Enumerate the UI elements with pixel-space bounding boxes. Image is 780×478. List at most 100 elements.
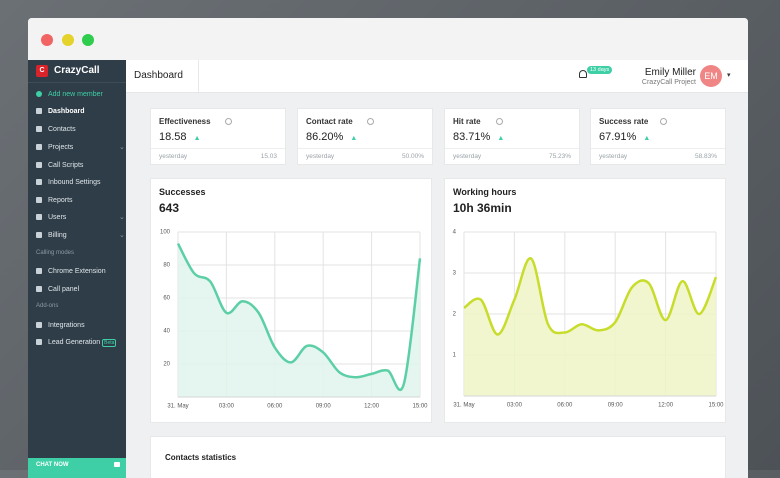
maximize-button[interactable] (82, 34, 94, 46)
kpi-value: 67.91% ▲ (599, 131, 650, 143)
chat-label: CHAT NOW (36, 462, 69, 468)
divider (28, 82, 126, 83)
menu-item[interactable]: Contacts (36, 125, 76, 135)
menu-item[interactable]: Chrome Extension (36, 267, 106, 277)
x-tick-label: 12:00 (364, 404, 380, 410)
chart-title: Working hours (453, 187, 517, 197)
project-name: CrazyCall Project (641, 79, 696, 86)
user-name[interactable]: Emily Miller (644, 67, 696, 78)
compare-value: 50.00% (401, 153, 424, 160)
x-tick-label: 03:00 (219, 404, 235, 410)
menu-item[interactable]: Inbound Settings (36, 178, 101, 188)
y-tick-label: 2 (453, 312, 457, 318)
panel-title: Contacts statistics (165, 453, 237, 462)
compare-label: yesterday (453, 153, 482, 160)
kpi-card: Hit rate 83.71% ▲ yesterday 75.23% (444, 108, 580, 165)
menu-label: Reports (48, 197, 73, 204)
menu-label: Call Scripts (48, 162, 84, 169)
menu-label: Call panel (48, 286, 80, 293)
kpi-title: Effectiveness (159, 117, 211, 126)
kpi-value-text: 18.58 (159, 131, 187, 143)
kpi-value-text: 67.91% (599, 131, 637, 143)
kpi-card: Contact rate 86.20% ▲ yesterday 50.00% (297, 108, 433, 165)
divider (151, 148, 285, 149)
menu-item[interactable]: Reports (36, 196, 73, 206)
trend-up: ▲ (643, 135, 651, 142)
page-title: Dashboard (134, 70, 183, 81)
kpi-value: 18.58 ▲ (159, 131, 201, 143)
menu-label: Contacts (48, 126, 76, 133)
menu-item[interactable]: Dashboard (36, 107, 85, 117)
menu-item[interactable]: Lead Generation Beta (36, 338, 117, 348)
add-member[interactable]: Add new member (36, 90, 103, 100)
info-icon[interactable] (660, 118, 668, 125)
menu-item[interactable]: Call panel (36, 285, 79, 295)
title-bar (28, 18, 748, 60)
notification-bell[interactable] (579, 70, 587, 78)
kpi-value-text: 86.20% (306, 131, 344, 143)
divider (591, 148, 725, 149)
compare-value: 15.03 (260, 153, 277, 160)
menu-label: Projects (48, 144, 74, 151)
avatar[interactable]: EM (700, 65, 722, 87)
x-tick-label: 31. May (167, 404, 188, 410)
y-tick-label: 4 (453, 230, 457, 236)
divider (298, 148, 432, 149)
header: Dashboard 13 days Emily Miller CrazyCall… (126, 60, 748, 93)
kpi-value-text: 83.71% (453, 131, 491, 143)
y-tick-label: 40 (163, 329, 170, 335)
divider (445, 148, 579, 149)
y-tick-label: 3 (453, 271, 457, 277)
chart-title: Successes (159, 187, 206, 197)
section-heading: Calling modes (36, 250, 75, 256)
sidebar: C CrazyCall Add new member Dashboard Con… (28, 60, 126, 478)
line (176, 242, 422, 392)
user-menu-caret[interactable]: ▾ (727, 72, 731, 79)
menu-item[interactable]: Projects ⌄ (36, 143, 126, 153)
menu-item[interactable]: Integrations (36, 321, 85, 331)
kpi-card: Success rate 67.91% ▲ yesterday 58.83% (590, 108, 726, 165)
x-tick-label: 09:00 (608, 403, 624, 409)
close-button[interactable] (41, 34, 53, 46)
trend-up: ▲ (350, 135, 358, 142)
trial-badge: 13 days (587, 66, 613, 74)
y-tick-label: 60 (163, 296, 170, 302)
menu-item[interactable]: Call Scripts (36, 161, 83, 171)
y-tick-label: 1 (453, 353, 457, 359)
section-heading: Add-ons (36, 303, 59, 309)
y-tick-label: 20 (163, 362, 170, 368)
compare-value: 58.83% (694, 153, 717, 160)
kpi-title: Hit rate (453, 117, 481, 126)
x-tick-label: 06:00 (557, 403, 573, 409)
x-tick-label: 31. May (453, 403, 474, 409)
kpi-value: 86.20% ▲ (306, 131, 357, 143)
x-tick-label: 12:00 (658, 403, 674, 409)
kpi-title: Contact rate (306, 117, 353, 126)
menu-label: Billing (48, 232, 67, 239)
chart-subtitle: 643 (159, 201, 180, 215)
x-tick-label: 15:00 (708, 403, 724, 409)
area (178, 243, 420, 397)
compare-label: yesterday (599, 153, 628, 160)
beta-badge: Beta (102, 339, 117, 347)
minimize-button[interactable] (62, 34, 74, 46)
menu-label: Dashboard (48, 108, 85, 115)
menu-label: Users (48, 214, 67, 221)
info-icon[interactable] (495, 118, 503, 125)
kpi-value: 83.71% ▲ (453, 131, 504, 143)
x-tick-label: 03:00 (507, 403, 523, 409)
menu-item[interactable]: Billing ⌄ (36, 231, 126, 241)
x-tick-label: 06:00 (267, 404, 283, 410)
menu-label: Lead Generation (48, 339, 101, 346)
trend-up: ▲ (497, 135, 505, 142)
brand[interactable]: CrazyCall (54, 65, 100, 76)
info-icon[interactable] (224, 118, 232, 125)
menu-label: Chrome Extension (48, 268, 106, 275)
menu-item[interactable]: Users ⌄ (36, 213, 126, 223)
kpi-card: Effectiveness 18.58 ▲ yesterday 15.03 (150, 108, 286, 165)
y-tick-label: 80 (163, 263, 170, 269)
info-icon[interactable] (367, 118, 375, 125)
y-tick-label: 100 (160, 230, 171, 236)
